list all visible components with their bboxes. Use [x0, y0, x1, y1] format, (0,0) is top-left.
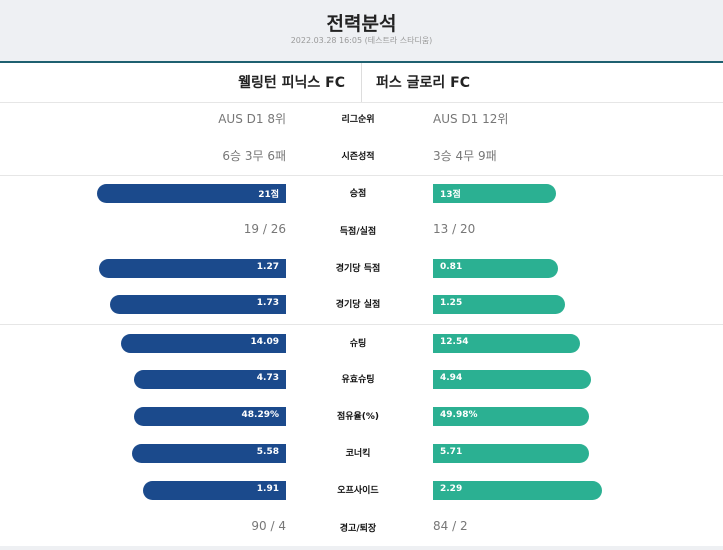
stat-label: 경기당 실점: [335, 300, 381, 310]
stat-row-shots-on-target: 4.73 유효슈팅 4.94: [0, 364, 723, 394]
stat-label: 코너킥: [345, 449, 371, 459]
home-bar: 21점: [97, 184, 286, 203]
stat-label: 슈팅: [349, 339, 367, 349]
home-bar: 1.91: [143, 481, 286, 500]
away-value: 49.98%: [440, 410, 478, 420]
stat-row-points: 21점 승점 13점: [0, 178, 723, 208]
stat-row-possession: 48.29% 점유율(%) 49.98%: [0, 401, 723, 431]
home-bar: 5.58: [132, 444, 286, 463]
home-bar: 1.73: [110, 295, 286, 314]
away-value: 2.29: [440, 484, 463, 494]
away-bar: 13점: [433, 184, 556, 203]
away-value: 13점: [440, 190, 461, 200]
away-bar: 49.98%: [433, 407, 589, 426]
stat-row-goals-per-game: 1.27 경기당 득점 0.81: [0, 253, 723, 283]
away-bar: 4.94: [433, 370, 591, 389]
stat-row-offsides: 1.91 오프사이드 2.29: [0, 475, 723, 505]
home-team-name[interactable]: 웰링턴 피닉스 FC: [238, 75, 345, 91]
home-bar: 14.09: [121, 334, 286, 353]
stat-row-goals: 19 / 26 득점/실점 13 / 20: [0, 216, 723, 246]
away-cards: 84 / 2: [433, 519, 468, 533]
home-value: 4.73: [256, 373, 279, 383]
away-bar: 2.29: [433, 481, 602, 500]
team-divider: [361, 63, 362, 102]
away-team-name[interactable]: 퍼스 글로리 FC: [376, 75, 470, 91]
stat-label: 득점/실점: [339, 227, 377, 237]
home-value: 48.29%: [241, 410, 280, 420]
home-cards: 90 / 4: [251, 519, 286, 533]
home-bar: 4.73: [134, 370, 286, 389]
home-bar: 1.27: [99, 259, 286, 278]
away-value: 4.94: [440, 373, 463, 383]
away-season-record: 3승 4무 9패: [433, 149, 497, 163]
away-bar: 1.25: [433, 295, 565, 314]
home-value: 1.91: [256, 484, 279, 494]
home-league-rank: AUS D1 8위: [218, 112, 286, 126]
stat-row-cards: 90 / 4 경고/퇴장 84 / 2: [0, 513, 723, 543]
stat-label: 경고/퇴장: [339, 524, 377, 534]
stat-label: 점유율(%): [336, 412, 380, 422]
page-header: 전력분석 2022.03.28 16:05 (테스트라 스타디움): [0, 0, 723, 61]
stat-label: 경기당 득점: [335, 264, 381, 274]
away-goals: 13 / 20: [433, 222, 476, 236]
stat-label: 승점: [349, 189, 367, 199]
home-value: 14.09: [250, 337, 279, 347]
stat-row-league-rank: AUS D1 8위 리그순위 AUS D1 12위: [0, 104, 723, 134]
away-value: 5.71: [440, 447, 463, 457]
stat-label: 오프사이드: [337, 486, 379, 496]
away-bar: 5.71: [433, 444, 589, 463]
away-bar: 12.54: [433, 334, 580, 353]
section-divider: [0, 324, 723, 325]
match-datetime-venue: 2022.03.28 16:05 (테스트라 스타디움): [290, 36, 433, 45]
stat-row-corners: 5.58 코너킥 5.71: [0, 438, 723, 468]
home-season-record: 6승 3무 6패: [222, 149, 286, 163]
stat-row-conceded-per-game: 1.73 경기당 실점 1.25: [0, 289, 723, 319]
home-value: 5.58: [256, 447, 279, 457]
home-value: 21점: [258, 190, 279, 200]
home-value: 1.73: [256, 298, 279, 308]
stat-label: 리그순위: [341, 115, 375, 125]
footer-divider: [0, 546, 723, 550]
away-value: 12.54: [440, 337, 469, 347]
home-goals: 19 / 26: [243, 222, 286, 236]
section-divider: [0, 175, 723, 176]
away-bar: 0.81: [433, 259, 558, 278]
home-value: 1.27: [256, 262, 279, 272]
stat-label: 시즌성적: [341, 152, 375, 162]
away-league-rank: AUS D1 12위: [433, 112, 509, 126]
away-value: 0.81: [440, 262, 463, 272]
team-names-row: 웰링턴 피닉스 FC 퍼스 글로리 FC: [0, 61, 723, 103]
stat-row-season-record: 6승 3무 6패 시즌성적 3승 4무 9패: [0, 141, 723, 171]
stat-label: 유효슈팅: [341, 375, 375, 385]
page-title: 전력분석: [326, 13, 397, 35]
stat-row-shots: 14.09 슈팅 12.54: [0, 328, 723, 358]
away-value: 1.25: [440, 298, 463, 308]
home-bar: 48.29%: [134, 407, 286, 426]
